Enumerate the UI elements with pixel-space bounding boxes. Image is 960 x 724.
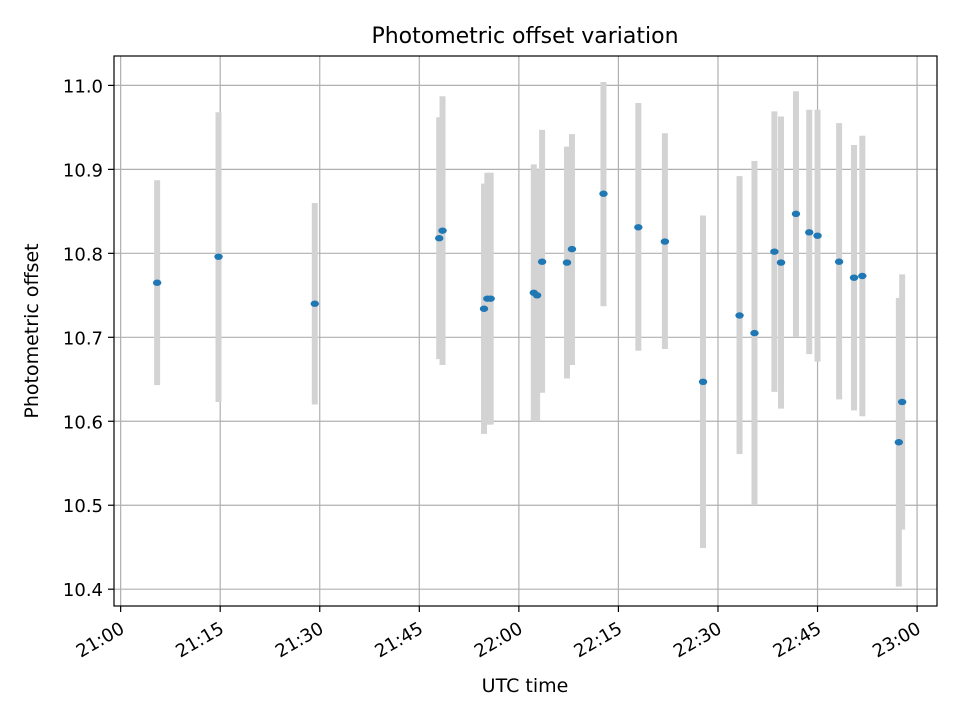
data-point [698, 378, 708, 386]
data-point [834, 258, 844, 265]
data-point [750, 329, 759, 337]
data-point [849, 274, 859, 281]
data-point [567, 245, 577, 253]
x-axis-label: UTC time [482, 675, 569, 697]
y-tick-label: 10.9 [63, 160, 103, 181]
data-point [537, 258, 547, 265]
data-point [813, 232, 822, 239]
data-point [562, 259, 572, 266]
data-point [214, 253, 223, 260]
y-tick-label: 11.0 [63, 76, 103, 97]
data-point [599, 190, 608, 197]
chart-title: Photometric offset variation [371, 24, 678, 49]
y-tick-label: 10.4 [63, 580, 103, 601]
y-tick-label: 10.5 [63, 496, 103, 517]
data-point [152, 279, 162, 286]
data-point [858, 272, 867, 280]
data-point [894, 439, 904, 446]
y-tick-label: 10.6 [63, 412, 103, 433]
data-point [791, 210, 801, 218]
data-point [435, 235, 444, 242]
data-point [805, 229, 814, 236]
plot-frame [113, 55, 938, 607]
data-point [776, 259, 786, 266]
data-points [152, 190, 907, 446]
y-tick-label: 10.8 [63, 244, 103, 265]
data-point [897, 398, 907, 406]
data-point [310, 300, 319, 307]
data-point [479, 305, 489, 312]
data-point [438, 227, 447, 234]
data-point [660, 238, 670, 245]
y-tick-label: 10.7 [63, 328, 103, 349]
data-point [735, 312, 744, 319]
data-point [634, 224, 643, 231]
data-point [532, 292, 542, 299]
y-axis-ticks: 10.4 10.5 10.6 10.7 10.8 10.9 11.0 [63, 76, 114, 601]
y-axis-label: Photometric offset [21, 243, 43, 418]
data-point [770, 248, 779, 255]
data-point [486, 295, 495, 302]
